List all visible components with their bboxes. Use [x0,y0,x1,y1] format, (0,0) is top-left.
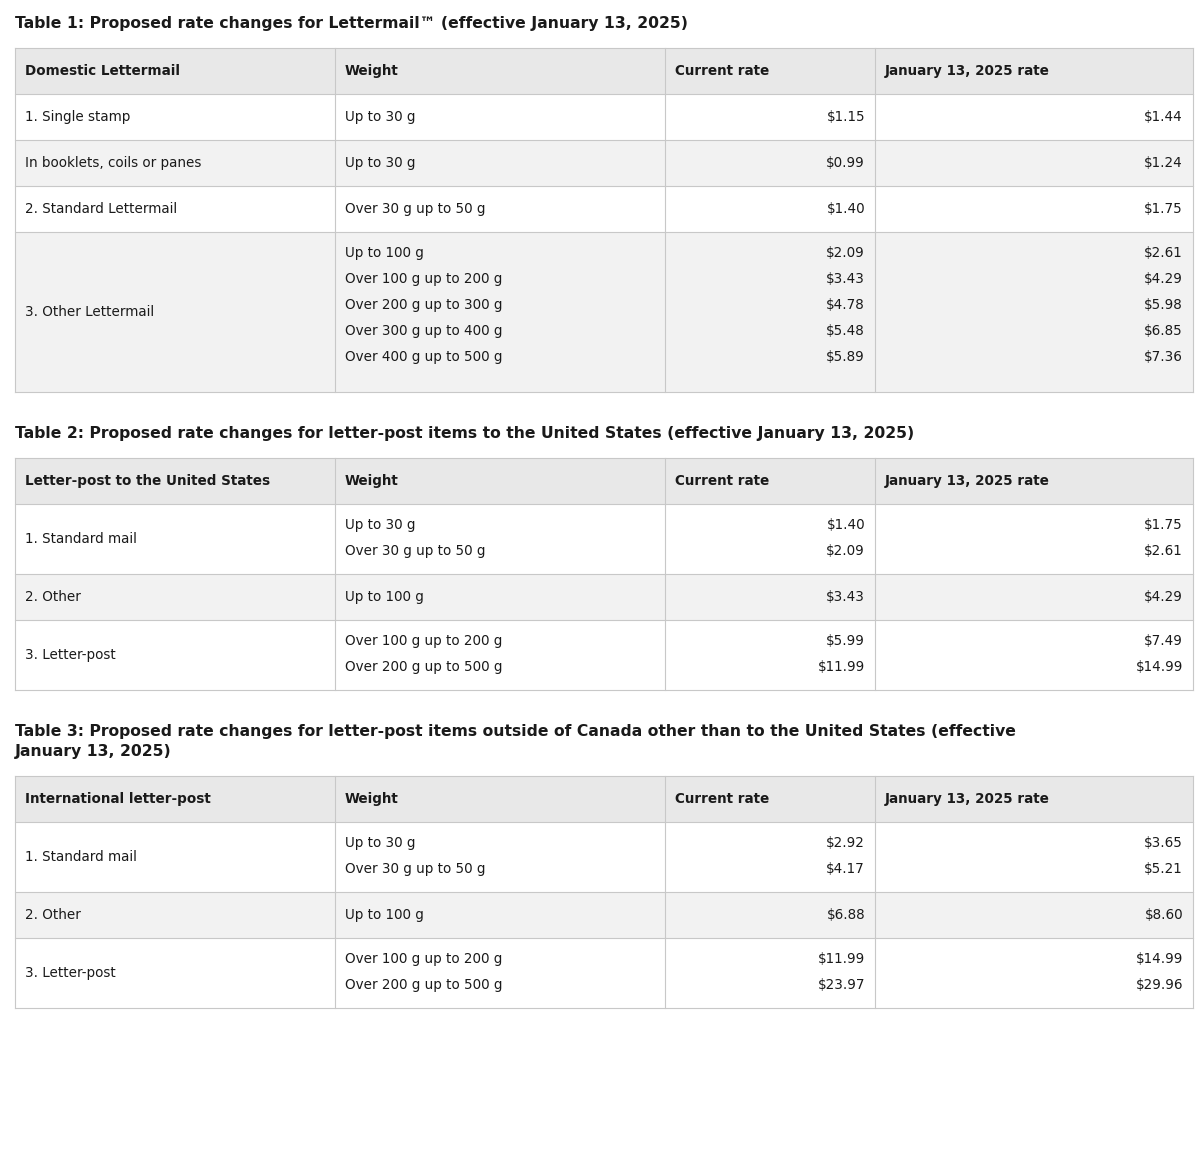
Text: Up to 30 g: Up to 30 g [345,836,415,850]
Text: Table 3: Proposed rate changes for letter-post items outside of Canada other tha: Table 3: Proposed rate changes for lette… [14,724,1015,759]
Text: Current rate: Current rate [675,792,769,806]
Text: 2. Standard Lettermail: 2. Standard Lettermail [25,202,177,216]
Text: $6.85: $6.85 [1144,324,1183,338]
Bar [14,48,1193,93]
Text: Up to 30 g: Up to 30 g [345,157,415,171]
Text: Current rate: Current rate [675,474,769,488]
Text: Over 30 g up to 50 g: Over 30 g up to 50 g [345,202,486,216]
Text: Table 1: Proposed rate changes for Lettermail™ (effective January 13, 2025): Table 1: Proposed rate changes for Lette… [14,16,688,32]
Text: Over 30 g up to 50 g: Over 30 g up to 50 g [345,862,486,876]
Text: Letter-post to the United States: Letter-post to the United States [25,474,271,488]
Text: $3.65: $3.65 [1144,836,1183,850]
Text: $1.40: $1.40 [826,517,865,531]
Text: International letter-post: International letter-post [25,792,211,806]
Text: $1.15: $1.15 [826,110,865,124]
Text: $5.48: $5.48 [826,324,865,338]
Text: Domestic Lettermail: Domestic Lettermail [25,64,180,78]
Text: Over 100 g up to 200 g: Over 100 g up to 200 g [345,952,503,966]
Text: $2.61: $2.61 [1144,246,1183,260]
Text: Weight: Weight [345,64,398,78]
Text: $8.60: $8.60 [1144,908,1183,922]
Text: $14.99: $14.99 [1136,660,1183,674]
Text: 1. Standard mail: 1. Standard mail [25,531,137,545]
Text: Over 300 g up to 400 g: Over 300 g up to 400 g [345,324,503,338]
Bar [14,938,1193,1008]
Text: In booklets, coils or panes: In booklets, coils or panes [25,157,201,171]
Text: Up to 100 g: Up to 100 g [345,246,423,260]
Text: Up to 30 g: Up to 30 g [345,517,415,531]
Text: $14.99: $14.99 [1136,952,1183,966]
Text: 3. Letter-post: 3. Letter-post [25,648,115,662]
Bar [14,232,1193,392]
Text: Weight: Weight [345,474,398,488]
Text: Over 100 g up to 200 g: Over 100 g up to 200 g [345,634,503,648]
Text: Over 30 g up to 50 g: Over 30 g up to 50 g [345,544,486,558]
Text: $11.99: $11.99 [818,952,865,966]
Text: $5.99: $5.99 [826,634,865,648]
Text: 3. Other Lettermail: 3. Other Lettermail [25,305,154,319]
Text: January 13, 2025 rate: January 13, 2025 rate [885,792,1050,806]
Text: $2.92: $2.92 [826,836,865,850]
Text: $1.44: $1.44 [1144,110,1183,124]
Bar [14,458,1193,505]
Text: Up to 30 g: Up to 30 g [345,110,415,124]
Text: $7.49: $7.49 [1144,634,1183,648]
Text: $29.96: $29.96 [1136,978,1183,992]
Bar [14,776,1193,822]
Bar [14,505,1193,573]
Text: $5.21: $5.21 [1144,862,1183,876]
Text: Up to 100 g: Up to 100 g [345,590,423,604]
Text: $2.61: $2.61 [1144,544,1183,558]
Text: 2. Other: 2. Other [25,590,81,604]
Text: $4.78: $4.78 [826,298,865,312]
Text: Over 200 g up to 500 g: Over 200 g up to 500 g [345,978,503,992]
Text: $2.09: $2.09 [826,246,865,260]
Text: $5.89: $5.89 [826,350,865,364]
Text: Up to 100 g: Up to 100 g [345,908,423,922]
Bar [14,573,1193,620]
Text: January 13, 2025 rate: January 13, 2025 rate [885,64,1050,78]
Bar [14,620,1193,690]
Text: $1.40: $1.40 [826,202,865,216]
Text: $3.43: $3.43 [826,590,865,604]
Bar [14,93,1193,140]
Text: $4.29: $4.29 [1144,272,1183,286]
Bar [14,140,1193,186]
Text: $1.75: $1.75 [1144,202,1183,216]
Text: $11.99: $11.99 [818,660,865,674]
Text: Table 2: Proposed rate changes for letter-post items to the United States (effec: Table 2: Proposed rate changes for lette… [14,426,914,442]
Text: $3.43: $3.43 [826,272,865,286]
Text: $6.88: $6.88 [826,908,865,922]
Text: Current rate: Current rate [675,64,769,78]
Bar [14,186,1193,232]
Text: Over 200 g up to 300 g: Over 200 g up to 300 g [345,298,503,312]
Text: $4.29: $4.29 [1144,590,1183,604]
Text: $7.36: $7.36 [1144,350,1183,364]
Text: 1. Single stamp: 1. Single stamp [25,110,130,124]
Text: 2. Other: 2. Other [25,908,81,922]
Bar [14,822,1193,892]
Text: Over 200 g up to 500 g: Over 200 g up to 500 g [345,660,503,674]
Text: $5.98: $5.98 [1144,298,1183,312]
Text: $1.24: $1.24 [1144,157,1183,171]
Text: $1.75: $1.75 [1144,517,1183,531]
Text: Over 100 g up to 200 g: Over 100 g up to 200 g [345,272,503,286]
Bar [14,892,1193,938]
Text: $0.99: $0.99 [826,157,865,171]
Text: 1. Standard mail: 1. Standard mail [25,850,137,864]
Text: 3. Letter-post: 3. Letter-post [25,966,115,980]
Text: $2.09: $2.09 [826,544,865,558]
Text: $23.97: $23.97 [818,978,865,992]
Text: Weight: Weight [345,792,398,806]
Text: January 13, 2025 rate: January 13, 2025 rate [885,474,1050,488]
Text: Over 400 g up to 500 g: Over 400 g up to 500 g [345,350,503,364]
Text: $4.17: $4.17 [826,862,865,876]
